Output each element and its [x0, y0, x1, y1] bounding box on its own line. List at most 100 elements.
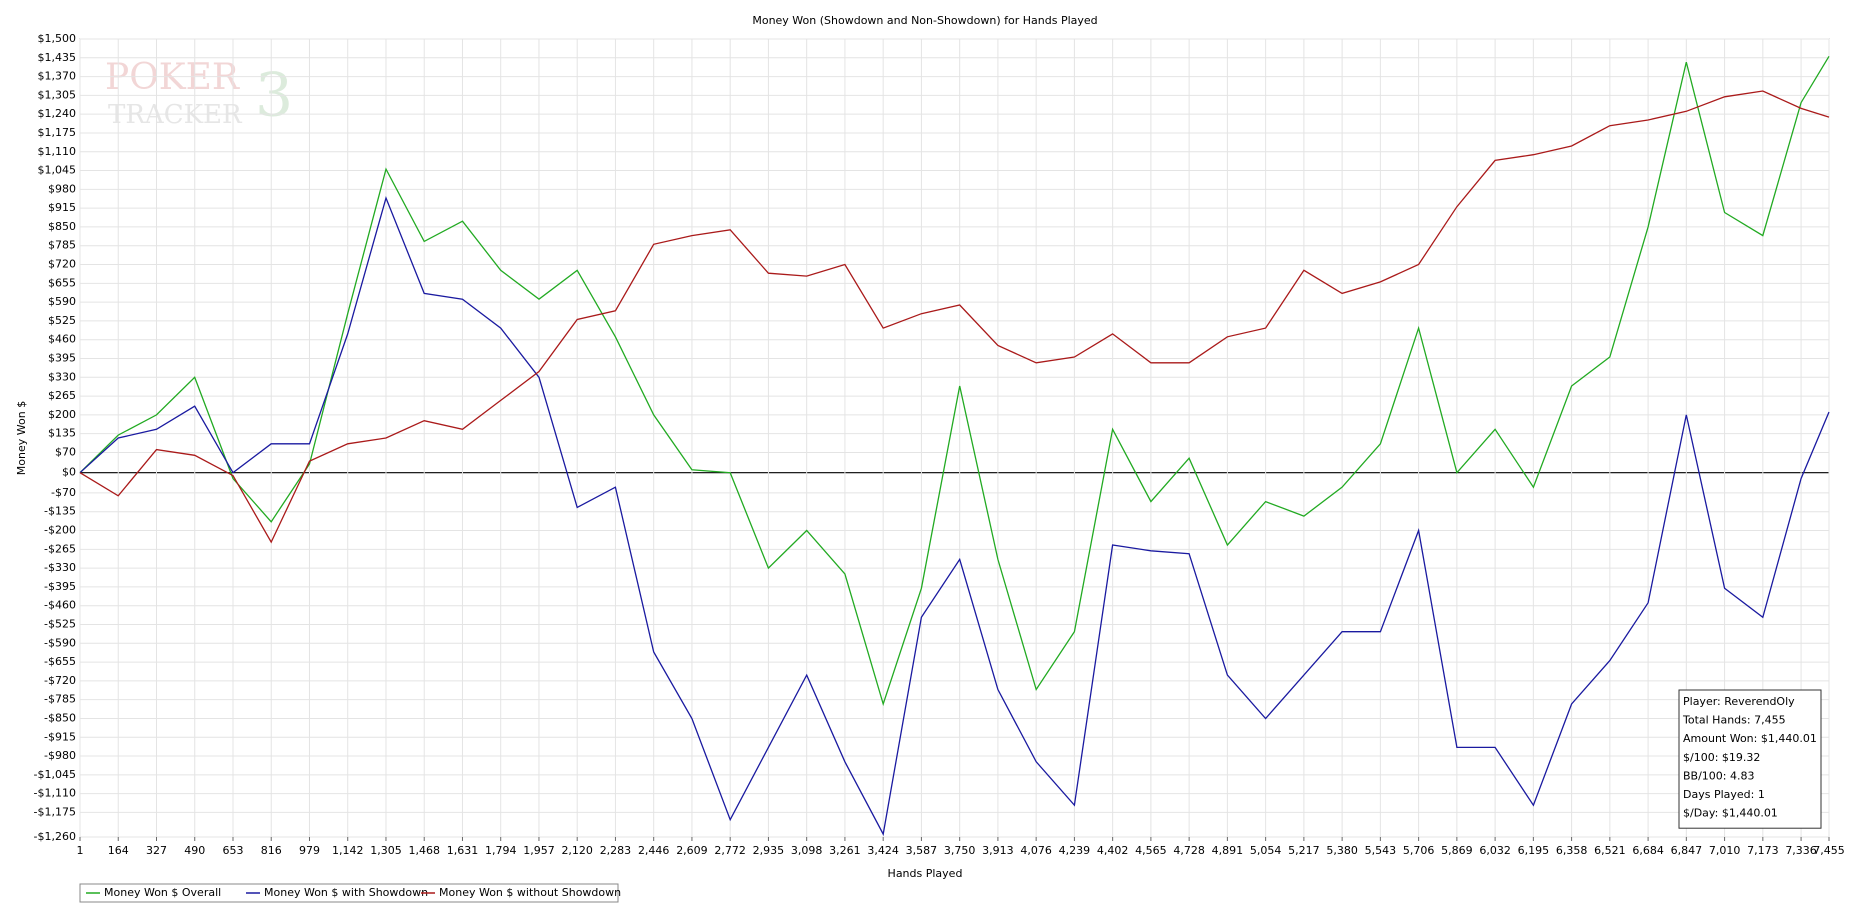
x-tick-label: 3,587 [906, 844, 938, 857]
y-tick-label: -$980 [44, 749, 76, 762]
y-tick-label: $1,500 [38, 32, 77, 45]
x-tick-label: 6,195 [1518, 844, 1550, 857]
x-tick-label: 4,239 [1059, 844, 1091, 857]
plot-area [79, 38, 1830, 838]
x-tick-label: 1,631 [447, 844, 479, 857]
x-tick-label: 6,847 [1671, 844, 1703, 857]
y-tick-label: -$200 [44, 524, 76, 537]
x-tick-label: 5,706 [1403, 844, 1435, 857]
x-tick-label: 1 [77, 844, 84, 857]
y-tick-label: -$655 [44, 655, 76, 668]
y-tick-label: -$720 [44, 674, 76, 687]
y-tick-label: -$525 [44, 617, 76, 630]
x-tick-label: 5,054 [1250, 844, 1282, 857]
y-tick-label: $1,045 [38, 164, 77, 177]
x-tick-label: 5,869 [1441, 844, 1473, 857]
y-tick-label: $135 [48, 427, 76, 440]
series-line [79, 55, 1830, 707]
y-tick-label: $200 [48, 408, 76, 421]
x-tick-label: 7,455 [1813, 844, 1845, 857]
x-tick-label: 1,305 [370, 844, 402, 857]
info-line: BB/100: 4.83 [1683, 769, 1755, 782]
y-tick-label: $655 [48, 276, 76, 289]
x-tick-label: 6,358 [1556, 844, 1588, 857]
x-tick-label: 5,543 [1365, 844, 1397, 857]
y-tick-label: $785 [48, 239, 76, 252]
info-line: Days Played: 1 [1683, 788, 1765, 801]
y-tick-label: $1,175 [38, 126, 77, 139]
x-tick-label: 2,609 [676, 844, 708, 857]
x-tick-label: 3,424 [867, 844, 899, 857]
x-tick-label: 7,010 [1709, 844, 1741, 857]
x-tick-label: 2,446 [638, 844, 670, 857]
y-tick-label: -$1,175 [34, 805, 76, 818]
x-axis-label: Hands Played [888, 867, 963, 880]
info-line: $/100: $19.32 [1683, 751, 1760, 764]
x-tick-label: 5,217 [1288, 844, 1320, 857]
x-tick-label: 1,468 [408, 844, 440, 857]
y-tick-label: $330 [48, 370, 76, 383]
x-tick-label: 979 [299, 844, 320, 857]
watermark: TRACKER [108, 100, 243, 130]
x-tick-label: 327 [146, 844, 167, 857]
x-tick-label: 4,076 [1020, 844, 1052, 857]
y-tick-label: $850 [48, 220, 76, 233]
info-line: Amount Won: $1,440.01 [1683, 732, 1817, 745]
info-line: Total Hands: 7,455 [1682, 714, 1786, 727]
watermark: POKER [105, 57, 240, 98]
y-tick-label: $0 [62, 466, 76, 479]
y-tick-label: -$265 [44, 542, 76, 555]
x-tick-label: 4,728 [1173, 844, 1205, 857]
y-tick-label: -$785 [44, 693, 76, 706]
y-tick-label: -$70 [51, 486, 76, 499]
y-tick-label: $915 [48, 201, 76, 214]
x-tick-label: 1,957 [523, 844, 555, 857]
chart-title: Money Won (Showdown and Non-Showdown) fo… [752, 14, 1097, 27]
x-tick-label: 816 [261, 844, 282, 857]
x-tick-label: 2,772 [714, 844, 746, 857]
y-tick-label: $1,110 [38, 145, 77, 158]
series-line [79, 195, 1830, 837]
legend-box [79, 883, 619, 903]
y-tick-label: $720 [48, 258, 76, 271]
y-tick-label: -$1,045 [34, 768, 76, 781]
x-tick-label: 7,173 [1747, 844, 1779, 857]
y-tick-label: $1,240 [38, 107, 77, 120]
x-tick-label: 4,891 [1212, 844, 1244, 857]
y-tick-label: $590 [48, 295, 76, 308]
x-tick-label: 2,283 [600, 844, 632, 857]
x-tick-label: 6,521 [1594, 844, 1626, 857]
x-tick-label: 7,336 [1785, 844, 1817, 857]
y-tick-label: $460 [48, 333, 76, 346]
x-tick-label: 164 [108, 844, 129, 857]
legend-label: Money Won $ with Showdown [264, 886, 428, 899]
x-tick-label: 2,120 [561, 844, 593, 857]
x-tick-label: 3,261 [829, 844, 861, 857]
y-tick-label: $525 [48, 314, 76, 327]
y-tick-label: -$330 [44, 561, 76, 574]
y-tick-label: -$395 [44, 580, 76, 593]
x-tick-label: 653 [222, 844, 243, 857]
x-tick-label: 6,032 [1479, 844, 1511, 857]
series-line [79, 90, 1830, 544]
x-tick-label: 5,380 [1326, 844, 1358, 857]
y-tick-label: -$915 [44, 730, 76, 743]
x-tick-label: 2,935 [753, 844, 785, 857]
y-tick-label: $70 [55, 445, 76, 458]
x-tick-label: 4,402 [1097, 844, 1129, 857]
y-tick-label: $265 [48, 389, 76, 402]
x-tick-label: 3,913 [982, 844, 1014, 857]
y-axis-label: Money Won $ [15, 401, 28, 475]
info-line: $/Day: $1,440.01 [1683, 807, 1778, 820]
y-tick-label: $1,370 [38, 70, 77, 83]
y-tick-label: -$590 [44, 636, 76, 649]
y-tick-label: -$460 [44, 599, 76, 612]
y-tick-label: -$135 [44, 505, 76, 518]
y-tick-label: -$1,110 [34, 787, 76, 800]
x-tick-label: 6,684 [1632, 844, 1664, 857]
info-box [1678, 689, 1822, 829]
x-tick-label: 1,794 [485, 844, 517, 857]
x-tick-label: 490 [184, 844, 205, 857]
y-tick-label: -$1,260 [34, 830, 76, 843]
